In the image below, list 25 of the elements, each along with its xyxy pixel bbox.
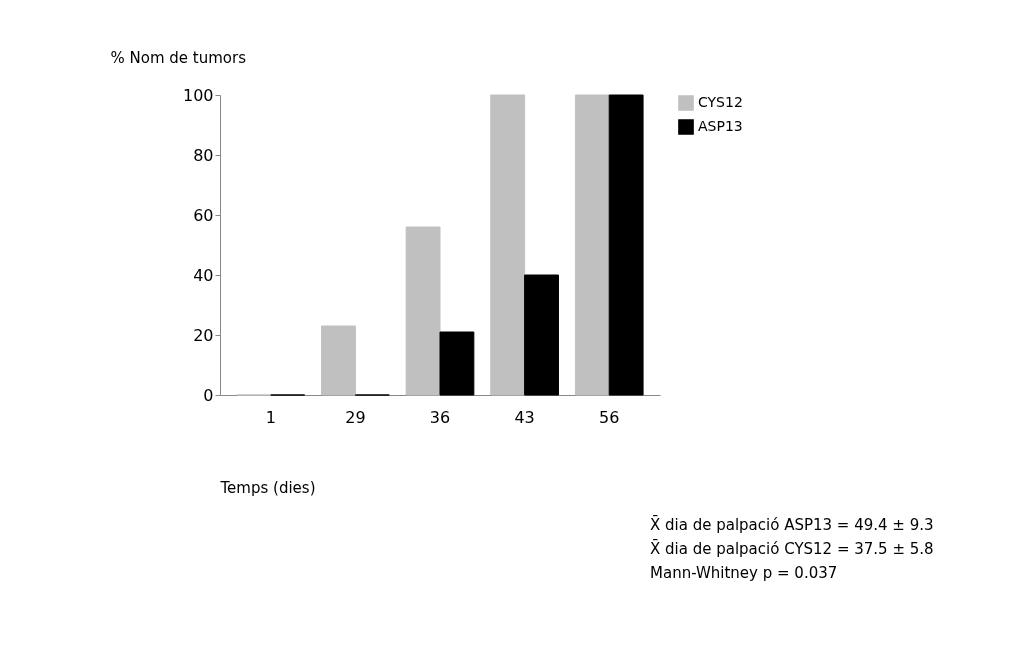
y-tick-label: 100 <box>182 85 214 105</box>
bar <box>574 94 610 396</box>
y-axis-title: % Nom de tumors <box>110 48 247 67</box>
y-tick-label: 80 <box>193 145 214 165</box>
x-tick-label: 56 <box>599 407 620 427</box>
bar <box>439 331 475 396</box>
legend-label: ASP13 <box>698 118 743 134</box>
bar <box>608 94 644 396</box>
x-axis-title: Temps (dies) <box>219 478 316 497</box>
x-tick-label: 1 <box>265 407 276 427</box>
bar <box>321 325 356 396</box>
text: Mann-Whitney p = 0.037 <box>650 564 838 582</box>
text: X̄ dia de palpació ASP13 = 49.4 ± 9.3 <box>650 515 934 534</box>
x-tick-label: 29 <box>345 407 366 427</box>
x-tick-label: 43 <box>514 407 535 427</box>
bar <box>490 94 526 396</box>
x-tick-label: 36 <box>429 407 451 427</box>
y-tick-label: 0 <box>203 385 214 405</box>
text: X̄ dia de palpació CYS12 = 37.5 ± 5.8 <box>650 539 934 558</box>
bar <box>524 274 559 396</box>
y-tick-label: 40 <box>193 265 214 285</box>
bar <box>405 226 441 396</box>
legend-label: CYS12 <box>698 94 743 110</box>
y-tick-label: 60 <box>193 205 214 225</box>
y-tick-label: 20 <box>193 325 214 345</box>
